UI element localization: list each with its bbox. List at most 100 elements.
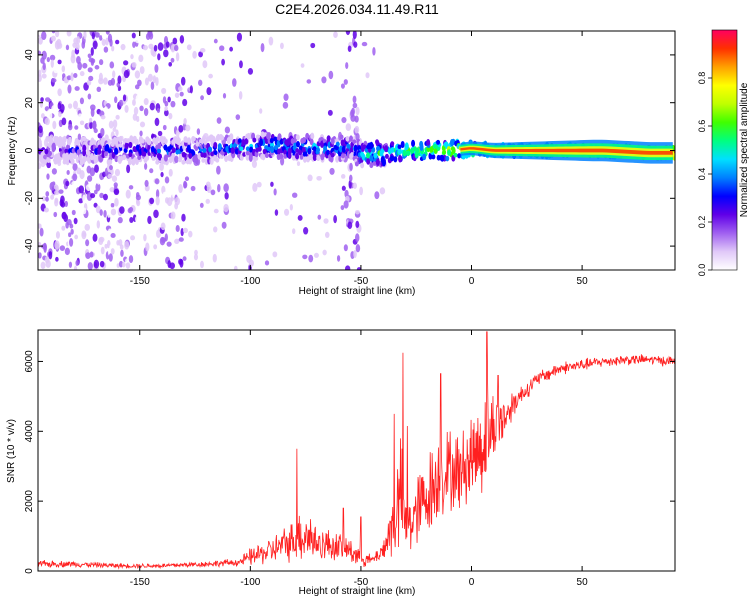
spectrogram-noise-cell [68,232,72,238]
spectrogram-noise-cell [103,77,108,85]
spectrogram-y-tick-label: 0 [24,147,35,153]
spectrogram-ridge-cell [46,158,51,164]
spectrogram-ridge-cell [159,136,164,143]
spectrogram-noise-cell [345,123,352,131]
spectrogram-ridge-cell [326,149,331,156]
spectrogram-noise-cell [170,211,176,220]
spectrogram-noise-cell [44,231,49,237]
spectrogram-ridge-cell [335,155,340,163]
spectrogram-ridge-cell [254,155,259,161]
spectrogram-noise-cell [179,35,185,44]
spectrogram-noise-cell [79,97,85,105]
spectrogram-noise-cell [355,209,360,215]
spectrogram-ridge-cell [177,156,182,163]
spectrogram-noise-cell [46,161,52,169]
spectrogram-y-ticks: -40 -20 0 20 40 [24,49,675,253]
spectrogram-ridge-cell [133,156,138,162]
spectrogram-ridge-cell [393,156,398,163]
spectrogram-noise-cell [73,73,78,78]
spectrogram-noise-cell [87,93,92,100]
spectrogram-noise-cell [67,84,72,94]
spectrogram-ridge-cell [215,134,220,142]
spectrogram-ridge-cell [349,147,354,153]
spectrogram-ridge-cell [115,140,120,148]
spectrogram-noise-cell [61,211,67,220]
spectrogram-noise-cell [65,180,70,187]
spectrogram-noise-cell [70,228,74,235]
spectrogram-ridge-cell [330,137,335,145]
spectrogram-noise-cell [78,113,83,119]
spectrogram-noise-cell [169,262,176,270]
spectrogram-ridge-cell [316,154,321,161]
spectrogram-noise-cell [188,230,193,238]
spectrogram-noise-cell [95,205,101,214]
spectrogram-noise-cell [109,165,113,171]
spectrogram-ridge-cell [118,143,123,148]
spectrogram-noise-cell [103,193,108,201]
spectrogram-noise-cell [342,163,349,170]
spectrogram-noise-cell [170,57,175,63]
spectrogram-noise-cell [86,234,92,240]
spectrogram-ridge-cell [360,162,365,169]
spectrogram-noise-cell [221,221,227,229]
spectrogram-noise-cell [248,259,254,267]
spectrogram-noise-cell [297,214,303,221]
spectrogram-noise-cell [115,129,119,137]
spectrogram-noise-cell [295,121,300,131]
spectrogram-ridge-cell [44,148,49,155]
spectrogram-x-ticks: -150 -100 -50 0 50 [130,31,588,287]
spectrogram-noise-cell [178,86,183,92]
spectrogram-noise-cell [327,109,333,116]
spectrogram-noise-cell [220,31,225,35]
spectrogram-noise-cell [66,31,72,37]
spectrogram-noise-cell [108,253,113,262]
spectrogram-x-tick-label: -150 [130,276,150,287]
spectrogram-noise-cell [340,83,345,89]
spectrogram-ridge-cell [151,155,156,161]
spectrogram-noise-cell [344,182,349,188]
spectrogram-noise-cell [303,226,309,235]
spectrogram-noise-cell [42,62,46,71]
spectrogram-noise-cell [72,173,78,182]
spectrogram-noise-cell [92,120,97,130]
spectrogram-noise-cell [118,99,124,107]
spectrogram-noise-cell [316,175,322,181]
spectrogram-noise-cell [157,130,163,137]
spectrogram-noise-cell [185,124,191,132]
spectrogram-noise-cell [46,56,50,63]
spectrogram-ridge-cell [122,154,127,161]
spectrogram-noise-cell [125,189,131,199]
spectrogram-noise-cell [76,177,80,187]
spectrogram-ridge-cell [309,138,314,146]
spectrogram-noise-cell [196,157,201,166]
spectrogram-noise-cell [90,104,96,111]
spectrogram-ridge-cell [266,132,271,139]
spectrogram-x-tick-label: -50 [354,276,369,287]
spectrogram-noise-cell [125,223,131,231]
spectrogram-noise-cell [110,202,115,208]
spectrogram-ridge-cell [350,152,355,159]
spectrogram-noise-cell [236,32,243,42]
spectrogram-ridge-cell [453,152,458,158]
spectrogram-noise-cell [48,111,53,121]
spectrogram-ridge-cell [118,135,123,144]
spectrogram-noise-cell [268,36,274,46]
spectrogram-y-tick-label: 40 [24,49,35,61]
spectrogram-noise-cell [92,233,98,242]
spectrogram-noise-cell [247,68,254,75]
snr-x-tick-label: -100 [240,577,260,588]
spectrogram-ridge-cell [305,132,310,140]
spectrogram-noise-cell [84,223,91,231]
spectrogram-noise-cell [88,75,94,82]
spectrogram-noise-cell [155,76,159,86]
spectrogram-noise-cell [147,215,152,225]
spectrogram-noise-cell [333,31,338,38]
spectrogram-ridge-cell [176,139,181,146]
spectrogram-ridge-cell [389,155,394,162]
spectrogram-ridge-cell [76,139,81,146]
spectrogram-noise-cell [144,179,149,187]
colorbar: 0.0 0.2 0.4 0.6 0.8 Normalized spectral ampl… [697,29,750,276]
spectrogram-ridge-cell [202,147,207,154]
spectrogram-ridge-cell [215,158,220,163]
spectrogram-ridge-cell [47,150,52,157]
